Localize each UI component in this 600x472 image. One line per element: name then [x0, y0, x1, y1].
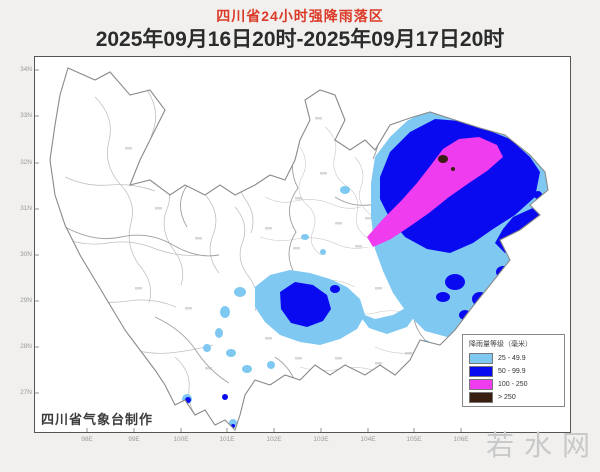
legend-item-label: 100 - 250 [498, 381, 528, 388]
lon-tick-label: 101E [219, 436, 235, 443]
legend-title: 降雨量等级（毫米） [469, 341, 532, 348]
page-subtitle: 2025年09月16日20时-2025年09月17日20时 [95, 28, 505, 51]
rain-area-over-250 [438, 155, 455, 171]
legend-swatch-blue [469, 366, 493, 377]
legend-item-label: 50 - 99.9 [498, 368, 526, 375]
legend-item: 25 - 49.9 [469, 352, 559, 365]
lat-tick-label: 34N [20, 66, 32, 73]
axis-ticks [35, 69, 462, 432]
lat-tick-label: 28N [20, 343, 32, 350]
lat-tick-label: 32N [20, 159, 32, 166]
lon-tick-label: 103E [313, 436, 329, 443]
legend-swatch-magenta [469, 379, 493, 390]
lat-tick-label: 27N [20, 389, 32, 396]
lon-tick-label: 98E [81, 436, 93, 443]
map-canvas [35, 67, 549, 432]
lon-tick-label: 99E [128, 436, 140, 443]
county-label-smudges [125, 117, 482, 370]
lon-tick-label: 106E [453, 436, 469, 443]
lat-tick-label: 29N [20, 297, 32, 304]
page-title: 四川省24小时强降雨落区 [216, 8, 384, 24]
legend-item: 50 - 99.9 [469, 365, 559, 378]
lon-tick-label: 102E [266, 436, 282, 443]
lon-tick-label: 105E [406, 436, 422, 443]
lon-tick-label: 100E [173, 436, 189, 443]
lat-tick-label: 31N [20, 205, 32, 212]
lat-tick-label: 33N [20, 112, 32, 119]
legend-item: > 250 [469, 391, 559, 404]
legend-item: 100 - 250 [469, 378, 559, 391]
legend-item-label: 25 - 49.9 [498, 355, 526, 362]
legend-swatch-light-blue [469, 353, 493, 364]
lat-tick-label: 30N [20, 251, 32, 258]
province-outline [49, 67, 549, 432]
legend-item-label: > 250 [498, 394, 516, 401]
lon-tick-label: 104E [360, 436, 376, 443]
rain-area-100-250 [367, 137, 503, 247]
map-credit: 四川省气象台制作 [41, 412, 154, 427]
rainfall-legend: 降雨量等级（毫米） 25 - 49.9 50 - 99.9 100 - 250 … [462, 334, 565, 407]
legend-swatch-dark-brown [469, 392, 493, 403]
watermark: 若水网 [486, 430, 600, 461]
